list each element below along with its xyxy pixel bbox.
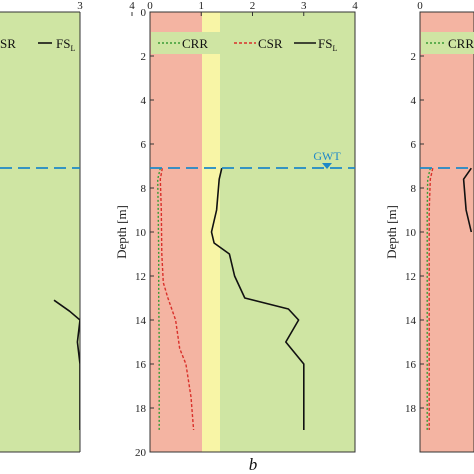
series-line-csr: [159, 168, 195, 431]
gwt-triangle: [322, 163, 332, 169]
y-tick-label: 2: [411, 51, 417, 63]
y-tick-label: 12: [135, 271, 146, 283]
y-tick-label: 18: [135, 403, 147, 415]
series-line-crr: [156, 168, 161, 430]
y-tick-label: 18: [405, 403, 417, 415]
legend-crr-label: CRR: [448, 36, 474, 51]
y-tick-label: 8: [141, 183, 147, 195]
y-tick-label: 6: [411, 139, 417, 151]
legend-csr-label: CSR: [258, 36, 283, 51]
x-tick-label: 3: [301, 0, 307, 12]
series-right: [426, 167, 473, 430]
x-tick-label: 3: [77, 0, 83, 12]
panel-letter: b: [249, 455, 258, 474]
series-b: [156, 168, 305, 431]
y-tick-label: 8: [411, 183, 417, 195]
safe-zone: [220, 12, 355, 452]
y-tick-label: 10: [135, 227, 147, 239]
legend-fs-label: FSL: [56, 36, 75, 53]
safe-zone: [0, 12, 80, 452]
x-tick-label: 2: [250, 0, 256, 12]
legend-fs-label: FSL: [318, 36, 337, 53]
y-axis-title: Depth [m]: [114, 205, 129, 259]
gwt-marker-b: GWT: [313, 149, 341, 169]
y-tick-label: 10: [405, 227, 417, 239]
legend-left: SR FSL: [0, 32, 78, 54]
y-tick-label: 6: [141, 139, 147, 151]
series-line-fs-l: [462, 167, 473, 233]
series-line-fs-l: [53, 299, 80, 430]
y-tick-label: 12: [405, 271, 416, 283]
y-tick-label: 0: [141, 7, 147, 19]
y-tick-label: 16: [135, 359, 147, 371]
x-tick-label: 4: [352, 0, 358, 12]
x-tick-label: 0: [417, 0, 423, 12]
legend-right: CRR: [421, 32, 474, 54]
series-left: [53, 299, 80, 430]
x-tick-label: 1: [199, 0, 205, 12]
y-tick-label: 14: [135, 315, 147, 327]
gwt-label: GWT: [313, 149, 341, 163]
liquefiable-zone: [420, 12, 474, 452]
legend-crr-label: CRR: [182, 36, 208, 51]
y-tick-label: 4: [411, 95, 417, 107]
legend-b: CRR CSR FSL: [151, 32, 354, 54]
axis-ticks-right: 0 2 4 6 8 10 12 14 16 18: [405, 0, 424, 415]
panel-right: 0 2 4 6 8 10 12 14 16 18 Depth [m] CRR: [384, 0, 474, 453]
y-tick-label: 4: [141, 95, 147, 107]
x-tick-label: 0: [147, 0, 153, 12]
y-tick-label: 14: [405, 315, 417, 327]
y-tick-label: 20: [135, 447, 147, 459]
y-axis-title-right: Depth [m]: [384, 205, 399, 259]
legend-csr-label-partial: SR: [0, 36, 16, 51]
x-tick-label: 4: [129, 0, 135, 12]
y-tick-label: 16: [405, 359, 417, 371]
series-line-crr: [426, 168, 431, 430]
series-line-csr: [428, 168, 434, 430]
y-tick-label: 2: [141, 51, 147, 63]
series-line-fs-l: [210, 168, 305, 430]
